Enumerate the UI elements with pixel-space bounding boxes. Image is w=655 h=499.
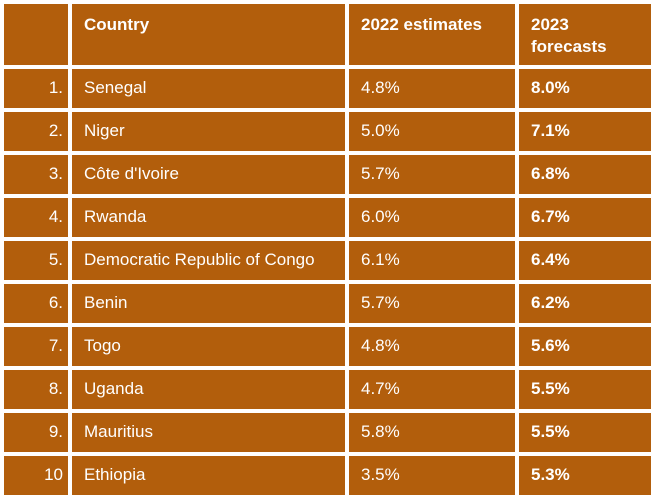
table-row: 2. Niger 5.0% 7.1% [4, 112, 651, 151]
header-cell-country: Country [72, 4, 345, 65]
table-row: 7. Togo 4.8% 5.6% [4, 327, 651, 366]
estimate-2022-cell: 5.7% [349, 284, 515, 323]
rank-cell: 8. [4, 370, 68, 409]
forecast-2023-cell: 5.5% [519, 370, 651, 409]
forecast-2023-cell: 5.3% [519, 456, 651, 495]
rank-cell: 3. [4, 155, 68, 194]
rank-cell: 9. [4, 413, 68, 452]
forecast-2023-cell: 5.6% [519, 327, 651, 366]
estimate-2022-cell: 4.7% [349, 370, 515, 409]
header-cell-rank [4, 4, 68, 65]
forecast-2023-cell: 6.8% [519, 155, 651, 194]
estimate-2022-cell: 4.8% [349, 327, 515, 366]
country-cell: Senegal [72, 69, 345, 108]
table-row: 8. Uganda 4.7% 5.5% [4, 370, 651, 409]
forecast-2023-cell: 5.5% [519, 413, 651, 452]
rank-cell: 10 [4, 456, 68, 495]
table-row: 5. Democratic Republic of Congo 6.1% 6.4… [4, 241, 651, 280]
estimate-2022-cell: 4.8% [349, 69, 515, 108]
table-row: 6. Benin 5.7% 6.2% [4, 284, 651, 323]
country-cell: Rwanda [72, 198, 345, 237]
forecast-2023-cell: 6.2% [519, 284, 651, 323]
estimate-2022-cell: 5.7% [349, 155, 515, 194]
table-row: 4. Rwanda 6.0% 6.7% [4, 198, 651, 237]
rank-cell: 6. [4, 284, 68, 323]
forecast-2023-cell: 6.7% [519, 198, 651, 237]
forecast-2023-cell: 7.1% [519, 112, 651, 151]
table-row: 1. Senegal 4.8% 8.0% [4, 69, 651, 108]
table-row: 10 Ethiopia 3.5% 5.3% [4, 456, 651, 495]
estimate-2022-cell: 5.0% [349, 112, 515, 151]
rank-cell: 5. [4, 241, 68, 280]
rank-cell: 7. [4, 327, 68, 366]
header-cell-2023-forecasts: 2023 forecasts [519, 4, 651, 65]
table-row: 3. Côte d'Ivoire 5.7% 6.8% [4, 155, 651, 194]
header-cell-2022-estimates: 2022 estimates [349, 4, 515, 65]
country-cell: Mauritius [72, 413, 345, 452]
country-cell: Democratic Republic of Congo [72, 241, 345, 280]
estimate-2022-cell: 5.8% [349, 413, 515, 452]
country-cell: Niger [72, 112, 345, 151]
country-cell: Benin [72, 284, 345, 323]
rank-cell: 1. [4, 69, 68, 108]
rank-cell: 2. [4, 112, 68, 151]
estimate-2022-cell: 3.5% [349, 456, 515, 495]
header-row: Country 2022 estimates 2023 forecasts [4, 4, 651, 65]
forecast-2023-cell: 8.0% [519, 69, 651, 108]
country-cell: Côte d'Ivoire [72, 155, 345, 194]
country-cell: Uganda [72, 370, 345, 409]
country-cell: Ethiopia [72, 456, 345, 495]
table-row: 9. Mauritius 5.8% 5.5% [4, 413, 651, 452]
rank-cell: 4. [4, 198, 68, 237]
country-cell: Togo [72, 327, 345, 366]
estimate-2022-cell: 6.0% [349, 198, 515, 237]
forecast-2023-cell: 6.4% [519, 241, 651, 280]
estimate-2022-cell: 6.1% [349, 241, 515, 280]
